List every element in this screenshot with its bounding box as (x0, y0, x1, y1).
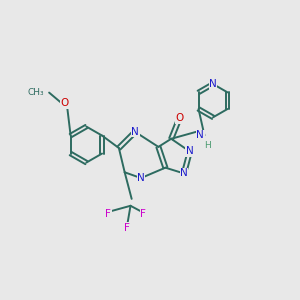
Text: N: N (196, 130, 204, 140)
Text: O: O (60, 98, 68, 108)
Text: F: F (140, 209, 146, 219)
Text: N: N (137, 173, 145, 183)
Text: H: H (204, 141, 211, 150)
Text: F: F (106, 209, 111, 219)
Text: N: N (186, 146, 194, 157)
Text: N: N (180, 168, 188, 178)
Text: N: N (209, 79, 217, 89)
Text: F: F (124, 223, 130, 233)
Text: O: O (175, 113, 184, 123)
Text: N: N (131, 127, 139, 137)
Text: CH₃: CH₃ (28, 88, 44, 97)
